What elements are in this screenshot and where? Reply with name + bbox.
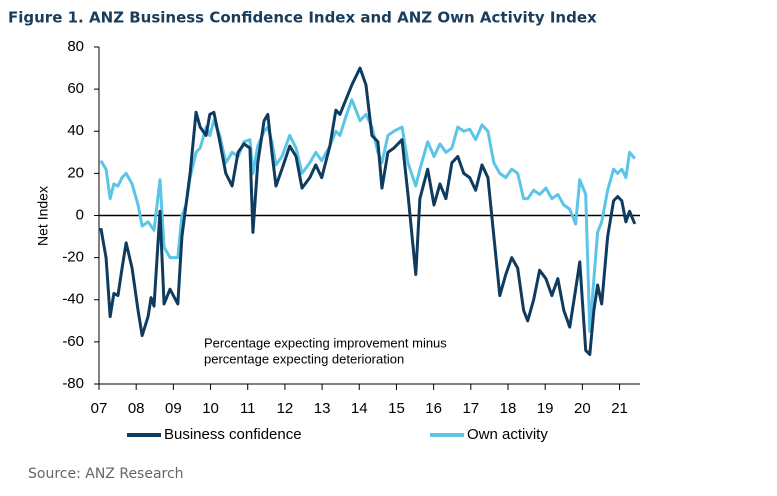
annotation: percentage expecting deterioration: [204, 351, 404, 366]
y-tick-label: -80: [62, 375, 84, 392]
x-tick-label: 16: [425, 400, 442, 417]
annotation: Percentage expecting improvement minus: [204, 335, 447, 350]
x-tick-label: 21: [611, 400, 628, 417]
y-tick-label: 80: [67, 38, 84, 55]
x-tick-label: 15: [388, 400, 405, 417]
chart-title: Figure 1. ANZ Business Confidence Index …: [8, 9, 597, 27]
x-tick-label: 14: [351, 400, 368, 417]
y-tick-label: -60: [62, 333, 84, 350]
y-tick-label: 20: [67, 164, 84, 181]
legend-label: Own activity: [467, 426, 548, 443]
x-tick-label: 08: [128, 400, 145, 417]
y-tick-label: 60: [67, 80, 84, 97]
y-tick-label: 40: [67, 122, 84, 139]
x-tick-label: 20: [574, 400, 591, 417]
legend-label: Business confidence: [164, 426, 302, 443]
x-tick-label: 12: [277, 400, 294, 417]
y-tick-label: 0: [76, 206, 84, 223]
x-tick-label: 09: [165, 400, 182, 417]
x-tick-label: 11: [240, 400, 256, 417]
series-line: [99, 98, 636, 333]
source: Source: ANZ Research: [28, 466, 184, 482]
series-line: [99, 66, 637, 357]
x-tick-label: 19: [537, 400, 554, 417]
x-tick-label: 13: [314, 400, 331, 417]
y-tick-label: -40: [62, 291, 84, 308]
x-tick-label: 10: [202, 400, 219, 417]
x-tick-label: 18: [500, 400, 517, 417]
x-tick-label: 07: [91, 400, 108, 417]
y-tick-label: -20: [62, 249, 84, 266]
x-tick-label: 17: [462, 400, 479, 417]
y-axis-label: Net Index: [35, 186, 51, 246]
